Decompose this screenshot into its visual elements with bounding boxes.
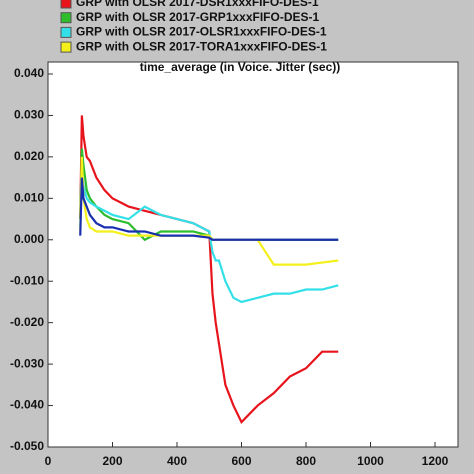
y-tick-label: 0.040 <box>14 66 44 80</box>
plot-area <box>47 61 459 448</box>
y-tick-label: 0.020 <box>14 149 44 163</box>
x-tick-label: 1000 <box>357 454 384 468</box>
x-tick-label: 0 <box>45 454 52 468</box>
x-tick-label: 1200 <box>422 454 449 468</box>
legend-label: GRP with OLSR 2017-TORA1xxxFIFO-DES-1 <box>76 39 327 53</box>
legend-label: GRP with OLSR 2017-OLSR1xxxFIFO-DES-1 <box>76 25 327 39</box>
legend-swatch <box>60 41 72 53</box>
series-line <box>79 173 339 304</box>
x-tick-label: 200 <box>102 454 122 468</box>
legend-label: GRP with OLSR 2017-GRP1xxxFIFO-DES-1 <box>76 10 320 24</box>
x-tick-label: 800 <box>296 454 316 468</box>
legend-swatch <box>60 12 72 24</box>
y-tick-label: -0.020 <box>10 315 44 329</box>
legend-swatch <box>60 0 72 9</box>
y-tick-label: -0.040 <box>10 398 44 412</box>
x-tick-label: 600 <box>231 454 251 468</box>
y-tick-label: 0.000 <box>14 232 44 246</box>
legend-swatch <box>60 26 72 38</box>
chart-title: time_average (in Voice. Jitter (sec)) <box>140 60 341 74</box>
y-tick-label: -0.050 <box>10 439 44 453</box>
y-tick-label: -0.030 <box>10 356 44 370</box>
y-tick-label: 0.030 <box>14 108 44 122</box>
y-tick-label: 0.010 <box>14 191 44 205</box>
y-tick-label: -0.010 <box>10 273 44 287</box>
x-tick-label: 400 <box>167 454 187 468</box>
series-line <box>79 177 339 241</box>
legend-label: GRP with OLSR 2017-DSR1xxxFIFO-DES-1 <box>76 0 319 9</box>
